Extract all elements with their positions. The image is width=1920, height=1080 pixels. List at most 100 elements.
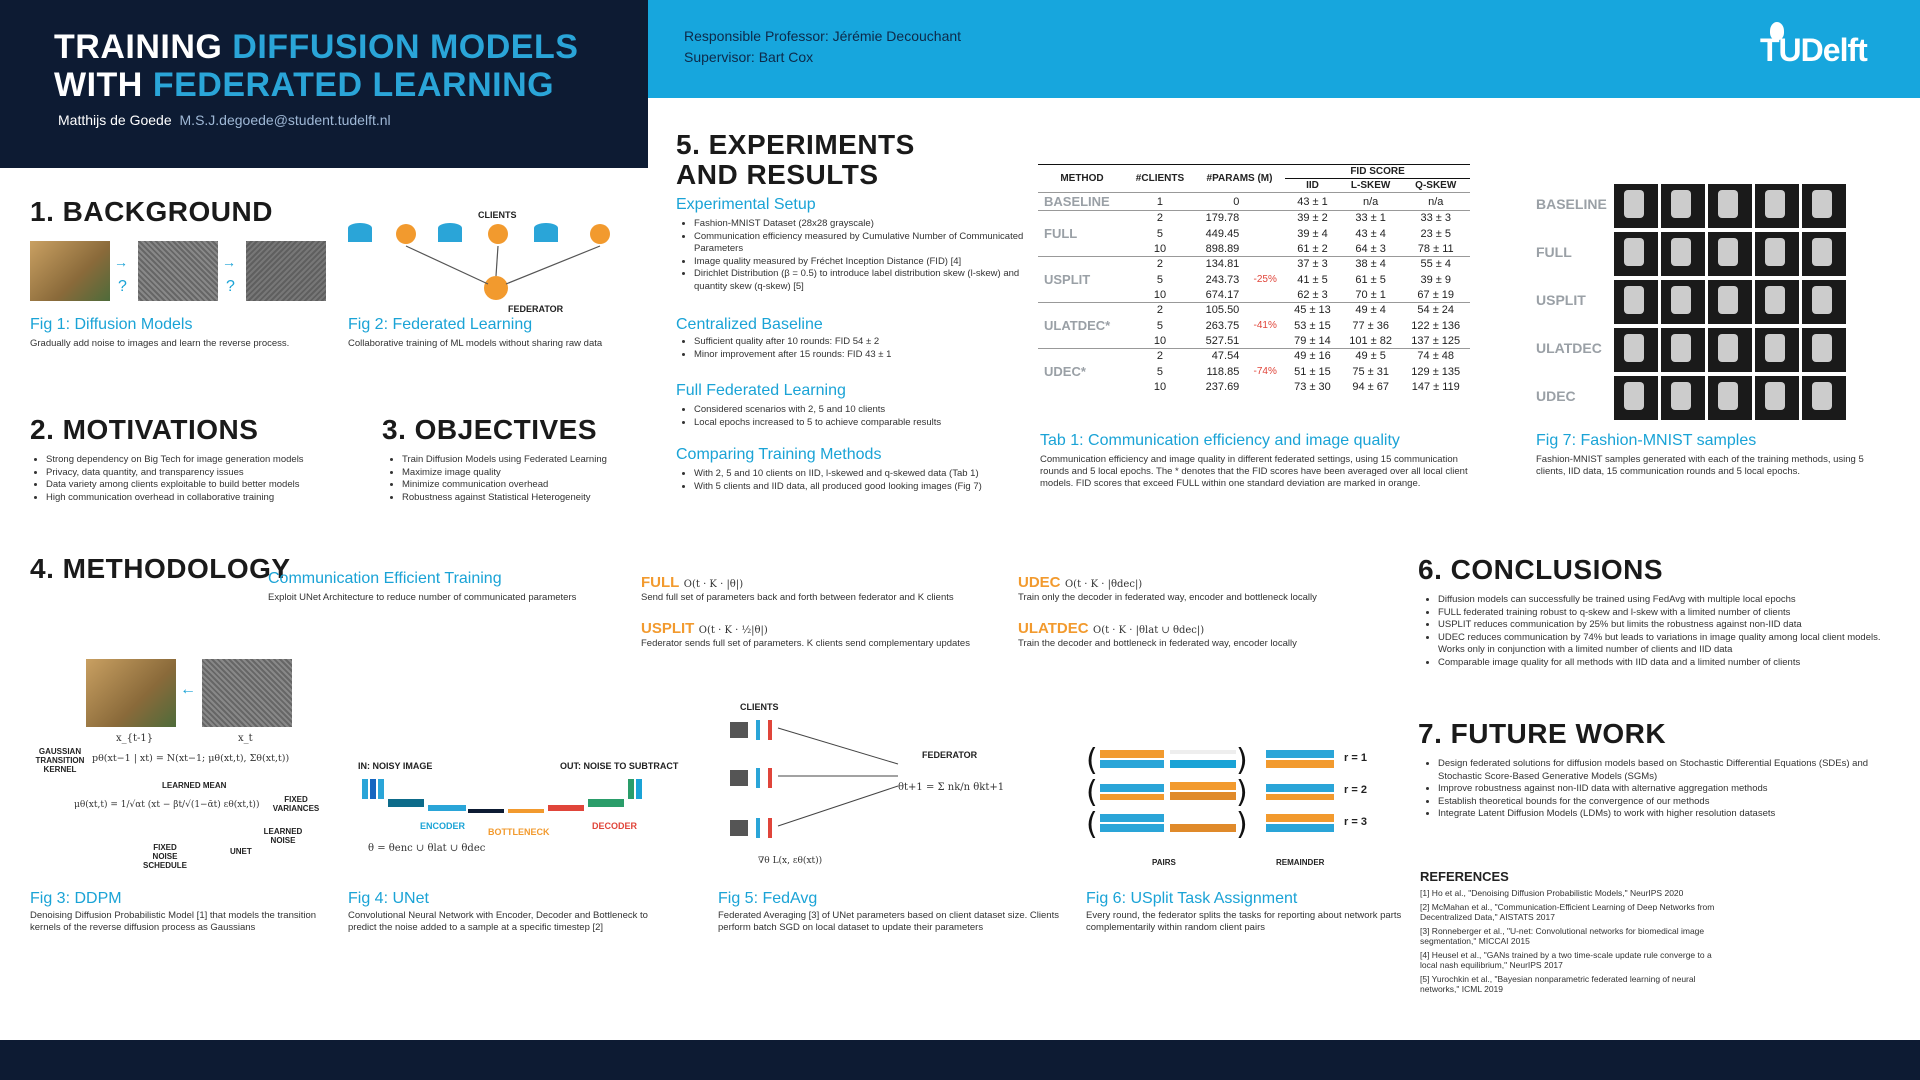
table-cell-lskew: 49 ± 4 [1355,304,1386,316]
decoder-label: DECODER [592,821,638,831]
table-cell-red [1245,303,1285,318]
table-cell-method [1038,211,1126,226]
central-title: Centralized Baseline [676,316,823,333]
federator-label: FEDERATOR [508,304,564,314]
svg-text:(: ( [1086,743,1098,778]
table-header: METHOD [1060,173,1104,184]
bottleneck-label: BOTTLENECK [488,827,550,837]
table-cell-params: 263.75 [1205,319,1240,332]
sample-row-label: UDEC [1536,388,1576,404]
samples-grid: BASELINE FULL USPLIT ULATDEC UDEC [1536,184,1856,424]
fig6-text: Every round, the federator splits the ta… [1086,910,1402,933]
flame-icon [1770,22,1784,40]
heading-line: AND RESULTS [676,159,879,190]
poster-title: TRAINING DIFFUSION MODELS WITH FEDERATED… [54,28,578,104]
federated-diagram-svg [348,223,610,300]
conclusions-heading: 6. CONCLUSIONS [1418,554,1664,585]
list-item: Integrate Latent Diffusion Models (LDMs)… [1438,808,1902,821]
table-cell-clients: 10 [1153,335,1167,347]
table-cell-clients: 2 [1156,350,1164,362]
table-row: 10 674.17 62 ± 3 70 ± 1 67 ± 19 [1038,288,1470,303]
list-item: Improve robustness against non-IID data … [1438,783,1902,796]
table-cell-method: FULL [1044,226,1078,241]
table-row: 10 898.89 61 ± 2 64 ± 3 78 ± 11 [1038,242,1470,257]
list-item: Comparable image quality for all methods… [1438,657,1902,670]
motivations-list: Strong dependency on Big Tech for image … [32,454,366,504]
federator-label: FEDERATOR [922,750,978,760]
fashion-sample-image [1755,328,1799,372]
list-item: Design federated solutions for diffusion… [1438,758,1902,783]
author-email[interactable]: M.S.J.degoede@student.tudelft.nl [179,112,391,128]
list-item: Data variety among clients exploitable t… [46,479,366,492]
full-fl-title: Full Federated Learning [676,382,846,399]
fashion-sample-image [1661,328,1705,372]
table-cell-iid: 37 ± 3 [1297,258,1328,270]
table-cell-params: 105.50 [1205,304,1240,316]
table-cell-iid: 39 ± 4 [1297,227,1328,240]
fedavg-lines [777,727,899,827]
dog-image [86,659,176,727]
usplit-method: USPLIT O(t · K · ½|θ|) Federator sends f… [641,620,1011,650]
fashion-sample-image [1802,184,1846,228]
objectives-list: Train Diffusion Models using Federated L… [388,454,662,504]
table-cell-iid: 41 ± 5 [1297,273,1328,286]
table-row: 2 179.78 39 ± 2 33 ± 1 33 ± 3 [1038,210,1470,226]
xt1-label: x_{t-1} [116,733,154,744]
list-item: Maximize image quality [402,467,662,480]
table-cell-qskew: 33 ± 3 [1420,212,1451,224]
table-cell-iid: 51 ± 15 [1294,365,1331,378]
table-cell-iid: 45 ± 13 [1294,304,1331,316]
table-cell-iid: 53 ± 15 [1294,319,1331,332]
ulatdec-formula: O(t · K · |θlat ∪ θdec|) [1093,625,1205,636]
unet-label: UNET [230,847,252,856]
supervisor-line: Supervisor: Bart Cox [684,49,814,65]
table-cell-method: BASELINE [1044,194,1110,209]
methodology-heading: 4. METHODOLOGY [30,553,291,584]
table-cell-qskew: 129 ± 135 [1411,365,1461,378]
full-method-name: FULL [641,574,680,591]
connection-lines [405,245,601,285]
objectives-heading: 3. OBJECTIVES [382,414,598,445]
table-cell-method [1038,334,1126,349]
unet-bars [362,779,642,813]
fig5-text: Federated Averaging [3] of UNet paramete… [718,910,1059,933]
table-cell-red [1245,193,1285,211]
comm-title: Communication Efficient Training [268,570,502,587]
table-cell-lskew: 64 ± 3 [1355,243,1386,255]
tab1-caption: Tab 1: Communication efficiency and imag… [1040,432,1400,449]
table-cell-method [1038,349,1126,364]
mean-label: LEARNED MEAN [162,781,227,790]
fashion-sample-image [1661,280,1705,324]
round-label: r = 3 [1344,816,1367,828]
fashion-sample-image [1614,376,1658,420]
arrow-right-icon: → [222,254,236,270]
results-table-wrap: METHOD #CLIENTS #PARAMS (M) FID SCORE II… [1038,164,1470,394]
table-cell-method: ULATDEC* [1044,318,1111,333]
table-cell-clients: 2 [1156,258,1164,270]
table-cell-clients: 5 [1156,273,1164,286]
table-cell-lskew: 101 ± 82 [1349,335,1393,347]
table-cell-red [1245,257,1285,272]
table-cell-params: 674.17 [1205,289,1240,301]
list-item: Fashion-MNIST Dataset (28x28 grayscale) [694,218,1024,231]
svg-text:(: ( [1086,807,1098,842]
table-cell-qskew: 67 ± 19 [1417,289,1455,301]
list-item: Image quality measured by Fréchet Incept… [694,256,1024,269]
fashion-sample-image [1755,376,1799,420]
fashion-sample-image [1614,232,1658,276]
fashion-sample-image [1708,184,1752,228]
sample-row: UDEC [1536,376,1856,420]
sample-row-label: BASELINE [1536,196,1607,212]
fashion-sample-image [1661,232,1705,276]
gradient-equation: ∇θ L(x, εθ(xt)) [758,856,823,866]
table-cell-clients: 10 [1153,289,1167,301]
noise-image [246,241,326,301]
input-label: IN: NOISY IMAGE [358,761,433,771]
full-fl-list: Considered scenarios with 2, 5 and 10 cl… [680,404,1024,429]
theta-equation: θ = θenc ∪ θlat ∪ θdec [368,843,486,854]
udec-text: Train only the decoder in federated way,… [1018,592,1317,603]
table-cell-params: 527.51 [1205,335,1240,347]
list-item: With 2, 5 and 10 clients on IID, l-skewe… [694,468,1034,481]
federated-diagram [348,206,628,310]
table-row: 2 105.50 45 ± 13 49 ± 4 54 ± 24 [1038,302,1470,318]
